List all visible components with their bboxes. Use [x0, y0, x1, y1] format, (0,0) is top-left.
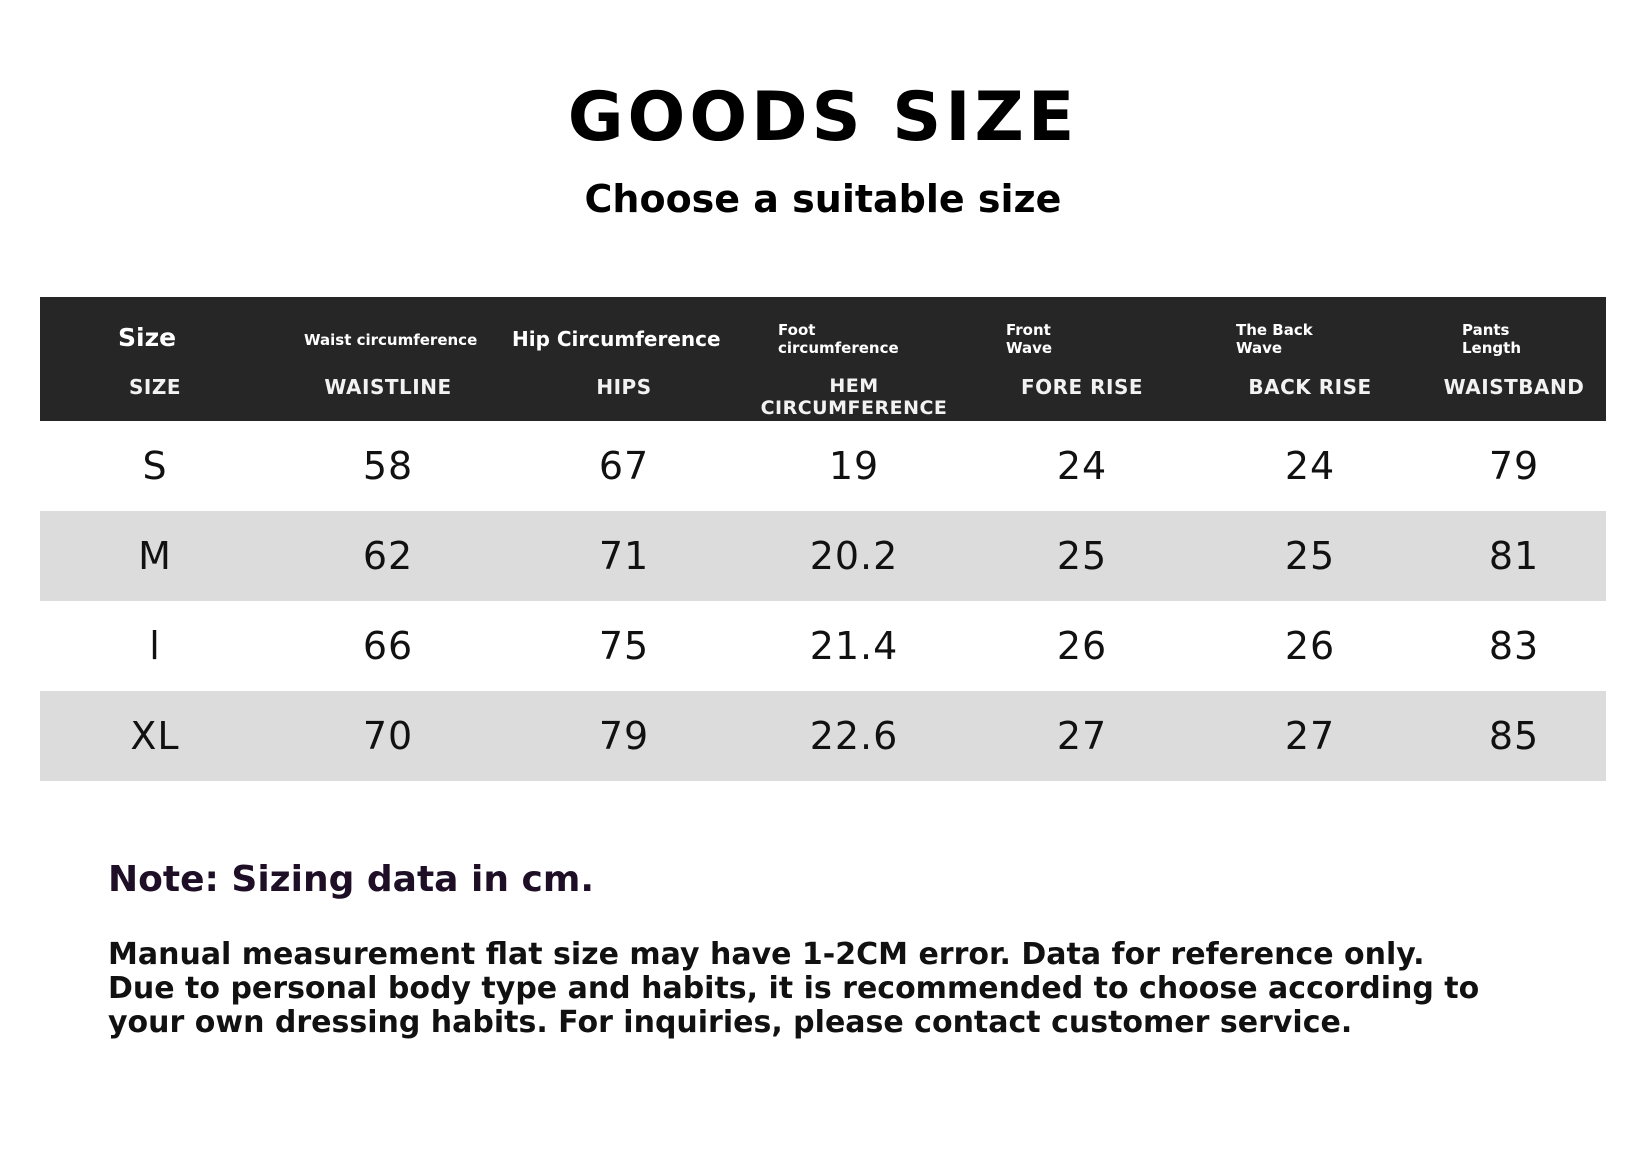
column-header-label: Pants Length: [1462, 321, 1521, 357]
column-header-label: Foot circumference: [778, 321, 899, 357]
page-subtitle: Choose a suitable size: [584, 177, 1062, 221]
cell-back-rise: 27: [1284, 714, 1336, 758]
note-line: Due to personal body type and habits, it…: [108, 971, 1480, 1006]
cell-waistband: 85: [1488, 714, 1540, 758]
cell-hem: 19: [828, 444, 880, 488]
cell-hem: 22.6: [809, 714, 899, 758]
column-header-label: Size: [118, 323, 177, 352]
column-header-back-rise: The Back Wave BACK RISE: [1198, 297, 1422, 421]
cell-waistline: 62: [362, 534, 414, 578]
table-header: Size SIZE Waist circumference WAISTLINE …: [40, 297, 1606, 421]
cell-size: S: [142, 444, 168, 488]
column-header-sublabel: WAISTLINE: [324, 375, 452, 399]
cell-size: l: [149, 624, 161, 668]
note-line: Manual measurement flat size may have 1-…: [108, 937, 1425, 972]
column-header-sublabel: SIZE: [128, 375, 181, 399]
cell-waistline: 70: [362, 714, 414, 758]
cell-back-rise: 26: [1284, 624, 1336, 668]
column-header-sublabel: HEM CIRCUMFERENCE: [760, 375, 948, 419]
cell-size: M: [138, 534, 172, 578]
column-header-fore-rise: Front Wave FORE RISE: [966, 297, 1198, 421]
column-header-label: Hip Circumference: [512, 327, 721, 351]
column-header-waistband: Pants Length WAISTBAND: [1422, 297, 1606, 421]
cell-waistline: 58: [362, 444, 414, 488]
page-title: GOODS SIZE: [567, 78, 1079, 157]
note-line: your own dressing habits. For inquiries,…: [108, 1005, 1353, 1040]
cell-hips: 79: [598, 714, 650, 758]
column-header-label: Front Wave: [1006, 321, 1053, 357]
column-header-label: The Back Wave: [1236, 321, 1313, 357]
column-header-hem: Foot circumference HEM CIRCUMFERENCE: [742, 297, 966, 421]
note-body: Manual measurement flat size may have 1-…: [108, 938, 1508, 1040]
column-header-sublabel: HIPS: [596, 375, 652, 399]
cell-size: XL: [130, 714, 180, 758]
cell-waistline: 66: [362, 624, 414, 668]
cell-hips: 75: [598, 624, 650, 668]
column-header-size: Size SIZE: [40, 297, 270, 421]
column-header-sublabel: BACK RISE: [1248, 375, 1372, 399]
table-row: XL 70 79 22.6 27 27 85: [40, 691, 1606, 781]
cell-fore-rise: 25: [1056, 534, 1108, 578]
cell-fore-rise: 27: [1056, 714, 1108, 758]
cell-waistband: 79: [1488, 444, 1540, 488]
note-title: Note: Sizing data in cm.: [108, 859, 595, 900]
cell-waistband: 83: [1488, 624, 1540, 668]
cell-fore-rise: 26: [1056, 624, 1108, 668]
cell-back-rise: 25: [1284, 534, 1336, 578]
column-header-hips: Hip Circumference HIPS: [506, 297, 742, 421]
cell-hem: 21.4: [809, 624, 899, 668]
column-header-label: Waist circumference: [304, 331, 478, 349]
column-header-sublabel: FORE RISE: [1020, 375, 1144, 399]
table-row: S 58 67 19 24 24 79: [40, 421, 1606, 511]
column-header-waist: Waist circumference WAISTLINE: [270, 297, 506, 421]
table-row: l 66 75 21.4 26 26 83: [40, 601, 1606, 691]
cell-back-rise: 24: [1284, 444, 1336, 488]
cell-fore-rise: 24: [1056, 444, 1108, 488]
cell-hips: 71: [598, 534, 650, 578]
table-row: M 62 71 20.2 25 25 81: [40, 511, 1606, 601]
cell-hem: 20.2: [809, 534, 899, 578]
cell-waistband: 81: [1488, 534, 1540, 578]
size-table: Size SIZE Waist circumference WAISTLINE …: [40, 297, 1606, 781]
cell-hips: 67: [598, 444, 650, 488]
column-header-sublabel: WAISTBAND: [1443, 375, 1585, 399]
